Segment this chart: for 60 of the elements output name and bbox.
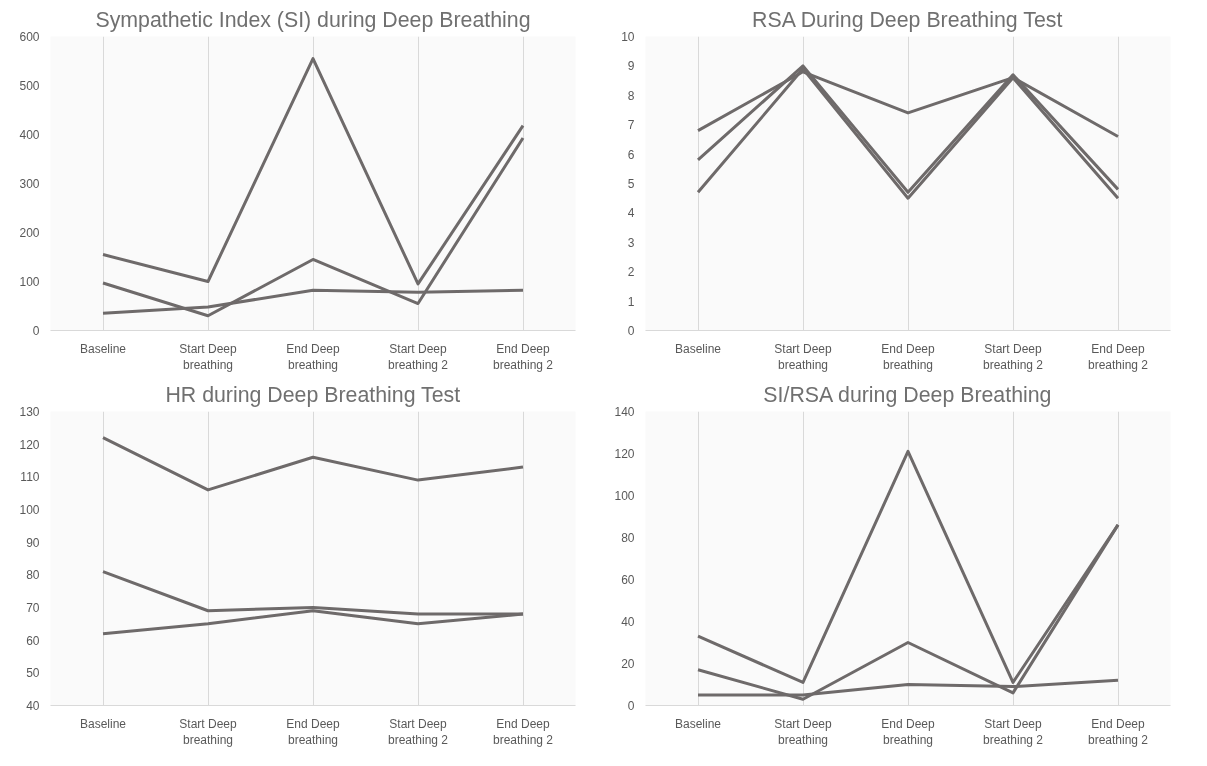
y-tick-label: 600 <box>19 30 40 44</box>
x-tick-label: End Deep breathing <box>286 716 341 748</box>
y-tick-label: 70 <box>26 601 40 615</box>
y-tick-label: 0 <box>627 324 635 338</box>
y-tick-label: 0 <box>32 324 40 338</box>
y-tick-label: 120 <box>19 437 40 452</box>
x-tick-label: End Deep breathing <box>881 341 936 373</box>
x-tick-label: End Deep breathing <box>881 716 936 748</box>
x-tick-label: Baseline <box>674 716 722 731</box>
x-tick-label: End Deep breathing 2 <box>1087 341 1149 373</box>
x-tick-label: Baseline <box>79 341 127 356</box>
x-tick-label: End Deep breathing 2 <box>492 716 554 748</box>
x-tick-label: End Deep breathing <box>286 341 341 373</box>
y-tick-label: 6 <box>627 147 635 162</box>
x-tick-label: Baseline <box>79 716 127 731</box>
x-tick-label: Start Deep breathing 2 <box>387 341 449 373</box>
y-tick-label: 120 <box>614 447 635 461</box>
x-tick-label: Start Deep breathing 2 <box>982 341 1044 373</box>
x-tick-label: Start Deep breathing 2 <box>982 716 1044 748</box>
chart-title: RSA During Deep Breathing Test <box>752 7 1063 32</box>
x-tick-label: End Deep breathing 2 <box>1087 716 1149 748</box>
y-tick-label: 80 <box>621 531 635 545</box>
y-tick-label: 80 <box>26 568 40 583</box>
y-tick-label: 9 <box>627 59 635 74</box>
y-tick-label: 500 <box>19 79 40 93</box>
y-tick-label: 20 <box>621 657 635 671</box>
y-tick-label: 4 <box>627 206 635 221</box>
y-tick-label: 100 <box>19 503 40 517</box>
y-tick-label: 130 <box>19 405 40 419</box>
x-tick-label: Start Deep breathing <box>179 716 238 748</box>
x-tick-label: Start Deep breathing <box>179 341 238 373</box>
y-tick-label: 100 <box>19 275 40 289</box>
chart-title: HR during Deep Breathing Test <box>165 382 461 407</box>
y-tick-label: 50 <box>26 666 40 681</box>
x-tick-label: End Deep breathing 2 <box>492 341 554 373</box>
y-tick-label: 1 <box>627 294 635 309</box>
y-tick-label: 400 <box>19 128 40 142</box>
y-tick-label: 60 <box>26 633 40 648</box>
y-tick-label: 5 <box>627 177 635 191</box>
y-tick-label: 60 <box>621 573 635 587</box>
y-tick-label: 0 <box>627 699 635 713</box>
y-tick-label: 7 <box>627 118 635 133</box>
x-tick-label: Baseline <box>674 341 722 356</box>
x-tick-label: Start Deep breathing <box>774 716 833 748</box>
chart-title: SI/RSA during Deep Breathing <box>763 382 1052 407</box>
x-tick-label: Start Deep breathing 2 <box>387 716 449 748</box>
y-tick-label: 300 <box>19 177 40 191</box>
y-tick-label: 3 <box>627 235 635 250</box>
y-tick-label: 8 <box>627 88 635 103</box>
y-tick-label: 2 <box>627 265 635 280</box>
y-tick-label: 40 <box>26 699 40 713</box>
y-tick-label: 110 <box>20 470 40 485</box>
y-tick-label: 200 <box>19 226 40 240</box>
chart-title: Sympathetic Index (SI) during Deep Breathing <box>95 7 531 32</box>
y-tick-label: 140 <box>614 405 635 419</box>
x-tick-label: Start Deep breathing <box>774 341 833 373</box>
y-tick-label: 100 <box>614 489 635 503</box>
y-tick-label: 10 <box>621 30 635 44</box>
y-tick-label: 40 <box>621 615 635 629</box>
y-tick-label: 90 <box>26 535 40 550</box>
